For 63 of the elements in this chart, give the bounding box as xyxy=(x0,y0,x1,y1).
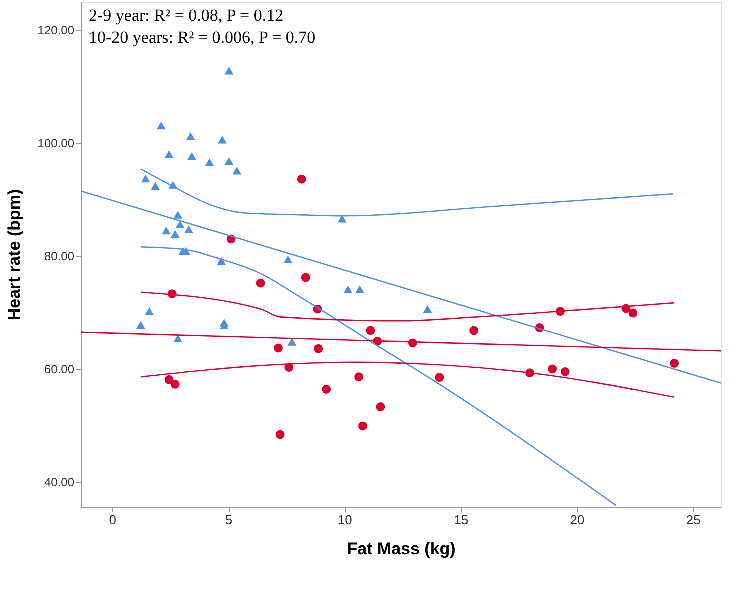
point xyxy=(170,380,180,389)
point xyxy=(145,308,154,316)
point xyxy=(218,136,227,144)
point xyxy=(288,338,297,346)
point xyxy=(470,326,479,336)
point xyxy=(232,167,242,175)
point xyxy=(301,273,310,282)
point xyxy=(176,220,185,228)
point xyxy=(224,157,234,166)
y-tick-label: 40.00 xyxy=(44,476,75,490)
point xyxy=(162,226,171,235)
annotation: 10-20 years: R² = 0.006, P = 0.70 xyxy=(89,28,316,47)
point xyxy=(224,67,234,75)
x-tick-label: 0 xyxy=(109,512,116,528)
point xyxy=(164,150,174,158)
point xyxy=(164,375,174,384)
point xyxy=(188,152,197,160)
point xyxy=(423,305,432,314)
point xyxy=(548,364,558,374)
x-axis-title: Fat Mass (kg) xyxy=(347,540,456,558)
point xyxy=(276,430,285,440)
point xyxy=(141,174,150,183)
point xyxy=(220,318,229,327)
point xyxy=(358,422,368,431)
y-tick-label: 120.00 xyxy=(38,24,75,38)
line-series xyxy=(140,246,618,507)
point xyxy=(136,321,146,329)
point xyxy=(256,278,266,288)
point xyxy=(670,359,680,368)
point xyxy=(186,132,196,140)
line-series xyxy=(140,362,676,398)
point xyxy=(356,286,364,294)
x-tick-label: 5 xyxy=(225,512,233,528)
point xyxy=(560,368,570,376)
point xyxy=(628,308,638,318)
annotation: 2-9 year: R² = 0.08, P = 0.12 xyxy=(89,6,284,25)
y-tick-label: 100.00 xyxy=(38,136,75,151)
point xyxy=(314,344,324,354)
y-tick-label: 80.00 xyxy=(44,250,75,264)
point xyxy=(184,226,194,234)
x-tick-label: 10 xyxy=(338,512,352,528)
line-series xyxy=(140,292,676,322)
point xyxy=(354,372,364,382)
y-tick-label: 60.00 xyxy=(44,362,75,377)
point xyxy=(376,402,386,412)
x-tick-label: 15 xyxy=(454,512,469,528)
point xyxy=(174,211,183,219)
point xyxy=(322,385,332,394)
point xyxy=(297,174,306,184)
point xyxy=(344,286,353,294)
point xyxy=(366,326,376,336)
point xyxy=(170,230,180,238)
point xyxy=(151,182,160,190)
point xyxy=(435,373,444,382)
x-tick-label: 20 xyxy=(570,512,585,528)
point xyxy=(284,256,293,264)
y-axis-title: Heart rate (bpm) xyxy=(4,189,24,321)
point xyxy=(156,122,166,130)
x-tick-label: 25 xyxy=(686,512,701,528)
point xyxy=(338,215,347,223)
point xyxy=(274,344,283,353)
point xyxy=(174,334,183,343)
point xyxy=(205,158,214,166)
